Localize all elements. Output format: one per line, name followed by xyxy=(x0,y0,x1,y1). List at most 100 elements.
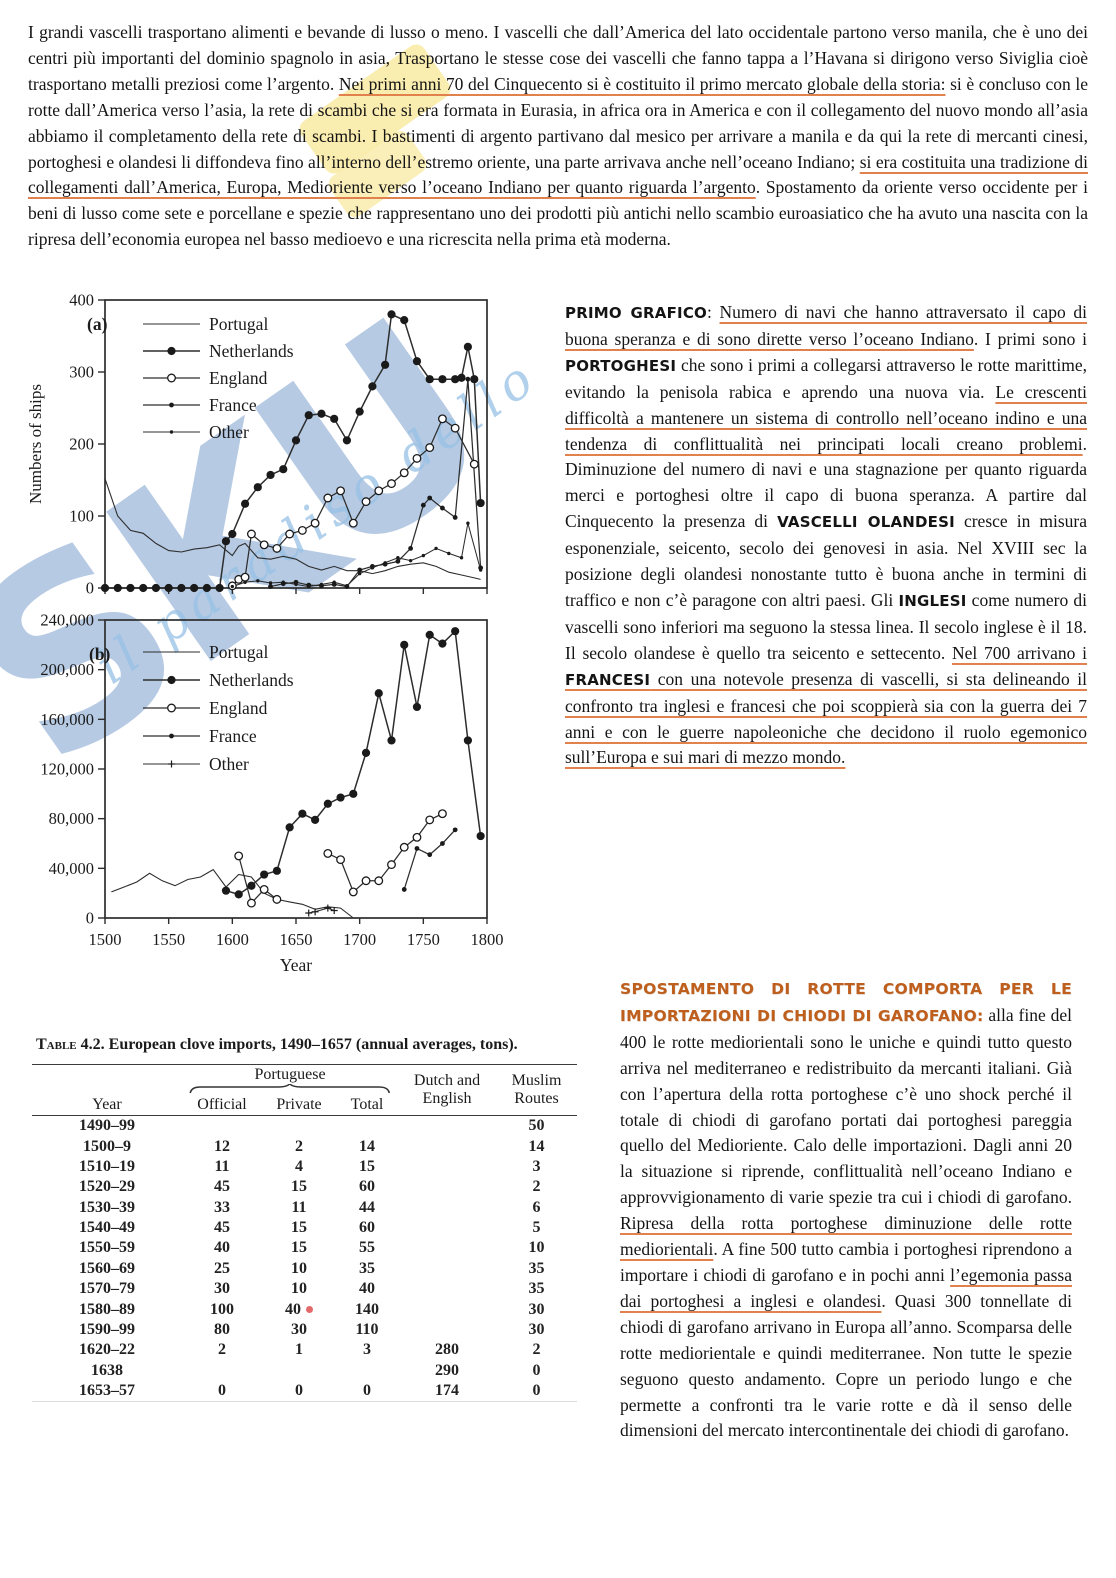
col-header-dutch-english: Dutch and English xyxy=(398,1065,496,1116)
table-row: 1590–99 80 30 110 30 xyxy=(32,1320,577,1340)
table-cell: 110 xyxy=(355,1320,379,1338)
table-cell: 2 xyxy=(532,1178,541,1196)
col-header-year: Year xyxy=(92,1096,122,1113)
svg-text:1700: 1700 xyxy=(343,930,376,949)
svg-text:1550: 1550 xyxy=(152,930,185,949)
table-cell: 30 xyxy=(528,1300,545,1318)
table-cell: 10 xyxy=(528,1239,545,1257)
svg-text:England: England xyxy=(209,368,268,388)
table-cell: 14 xyxy=(528,1137,545,1155)
svg-text:0: 0 xyxy=(86,909,94,928)
table-cell: 40 xyxy=(262,1299,336,1319)
table-cell xyxy=(398,1136,496,1156)
table-cell: 50 xyxy=(528,1117,545,1135)
table-cell: 15 xyxy=(359,1157,375,1175)
svg-text:Numbers of ships: Numbers of ships xyxy=(26,384,45,504)
table-cell: 60 xyxy=(359,1219,375,1237)
table-cell: 45 xyxy=(214,1178,230,1196)
top-paragraph: I grandi vascelli trasportano alimenti e… xyxy=(28,20,1088,253)
table-row: 1510–19 11 4 15 3 xyxy=(32,1157,577,1177)
text-segment: cresce in misura esponenziale, seicento,… xyxy=(565,511,1087,610)
svg-text:100: 100 xyxy=(69,507,94,526)
svg-text:Portugal: Portugal xyxy=(209,314,268,334)
svg-text:Other: Other xyxy=(209,754,249,774)
table-cell xyxy=(398,1116,496,1137)
table-cell: 11 xyxy=(291,1198,307,1216)
table-cell: 30 xyxy=(214,1280,230,1298)
table-cell: 25 xyxy=(214,1259,230,1277)
text-segment: . A fine 500 tutto cambia i portoghesi r… xyxy=(620,1239,1072,1285)
table-cell xyxy=(398,1218,496,1238)
table-title: Table 4.2. European clove imports, 1490–… xyxy=(36,1036,590,1054)
table-row: 1500–9 12 2 14 14 xyxy=(32,1136,577,1156)
table-cell: 100 xyxy=(210,1300,234,1318)
table-cell: 1620–22 xyxy=(79,1341,135,1359)
svg-text:1500: 1500 xyxy=(89,930,122,949)
table-cell: 2 xyxy=(295,1137,303,1155)
table-cell: 30 xyxy=(291,1320,307,1338)
text-segment: : xyxy=(706,302,720,322)
header-line: Dutch and xyxy=(413,1072,481,1089)
table-cell: 0 xyxy=(363,1382,371,1400)
table-row: 1520–29 45 15 60 2 xyxy=(32,1177,577,1197)
ships-tonnage-chart: 0 40,000 80,000 120,000 160,000 200,000 240,00… xyxy=(40,611,503,976)
table-row: 1560–69 25 10 35 35 xyxy=(32,1259,577,1279)
table-cell xyxy=(398,1320,496,1340)
table-cell: 10 xyxy=(291,1280,307,1298)
svg-text:Year: Year xyxy=(280,955,312,975)
table-cell: 14 xyxy=(359,1137,375,1155)
table-cell: 290 xyxy=(435,1361,459,1379)
clove-table-body: 1490–99 50 1500–9 12 2 14 14 1510–19 11 4 15 3 1520–… xyxy=(32,1116,577,1402)
text-segment: con una notevole presenza di vascelli, s… xyxy=(565,668,1087,768)
table-cell: 1638 xyxy=(91,1361,123,1379)
table-row: 1570–79 30 10 40 35 xyxy=(32,1279,577,1299)
col-header-official: Official xyxy=(197,1096,247,1113)
text-segment: PRIMO GRAFICO xyxy=(565,304,707,322)
table-cell: 1 xyxy=(295,1341,303,1359)
svg-text:1650: 1650 xyxy=(280,930,313,949)
col-header-total: Total xyxy=(350,1096,384,1113)
table-cell: 0 xyxy=(532,1382,541,1400)
table-cell: 35 xyxy=(528,1259,545,1277)
brace-decoration xyxy=(189,1084,391,1094)
table-cell: 40 xyxy=(359,1280,375,1298)
svg-text:1750: 1750 xyxy=(407,930,440,949)
table-title-label: Table 4.2. xyxy=(36,1036,105,1053)
table-cell xyxy=(398,1198,496,1218)
table-cell: 30 xyxy=(528,1320,545,1338)
text-segment: l’egemonia passa dai portoghesi a ingles… xyxy=(620,1264,1073,1311)
clove-imports-table: Table 4.2. European clove imports, 1490–… xyxy=(30,1036,590,1402)
col-header-muslim-routes: Muslim Routes xyxy=(496,1065,577,1116)
text-segment: PORTOGHESI xyxy=(565,356,677,375)
svg-text:England: England xyxy=(209,698,268,718)
svg-text:300: 300 xyxy=(69,363,94,382)
table-cell xyxy=(182,1361,262,1381)
table-cell xyxy=(398,1177,496,1197)
table-cell xyxy=(336,1361,398,1381)
table-cell: 1500–9 xyxy=(83,1137,131,1155)
table-cell: 0 xyxy=(218,1382,226,1400)
table-row: 1638 290 0 xyxy=(32,1361,577,1381)
svg-text:(a): (a) xyxy=(87,314,108,334)
table-cell: 1540–49 xyxy=(79,1219,135,1237)
table-cell: 1653–57 xyxy=(79,1382,135,1400)
text-segment: VASCELLI OLANDESI xyxy=(777,513,955,532)
table-cell: 1570–79 xyxy=(79,1280,135,1298)
svg-text:France: France xyxy=(209,726,257,746)
col-group-portuguese: Portuguese xyxy=(182,1065,398,1096)
table-cell: 0 xyxy=(532,1361,541,1379)
table-cell xyxy=(398,1238,496,1258)
text-segment: Nei primi anni 70 del Cinquecento si è c… xyxy=(338,73,946,94)
svg-text:France: France xyxy=(209,395,257,415)
table-cell xyxy=(398,1259,496,1279)
table-cell: 60 xyxy=(359,1178,375,1196)
table-row: 1540–49 45 15 60 5 xyxy=(32,1218,577,1238)
table-row: 1653–57 0 0 0 174 0 xyxy=(32,1381,577,1402)
table-cell xyxy=(262,1361,336,1381)
svg-text:(b): (b) xyxy=(89,644,111,664)
table-cell: 174 xyxy=(435,1382,459,1400)
svg-text:80,000: 80,000 xyxy=(49,809,94,828)
svg-text:Netherlands: Netherlands xyxy=(209,341,294,361)
text-segment: . Quasi 300 tonnellate di chiodi di garo… xyxy=(620,1290,1072,1441)
svg-text:200,000: 200,000 xyxy=(40,660,94,679)
